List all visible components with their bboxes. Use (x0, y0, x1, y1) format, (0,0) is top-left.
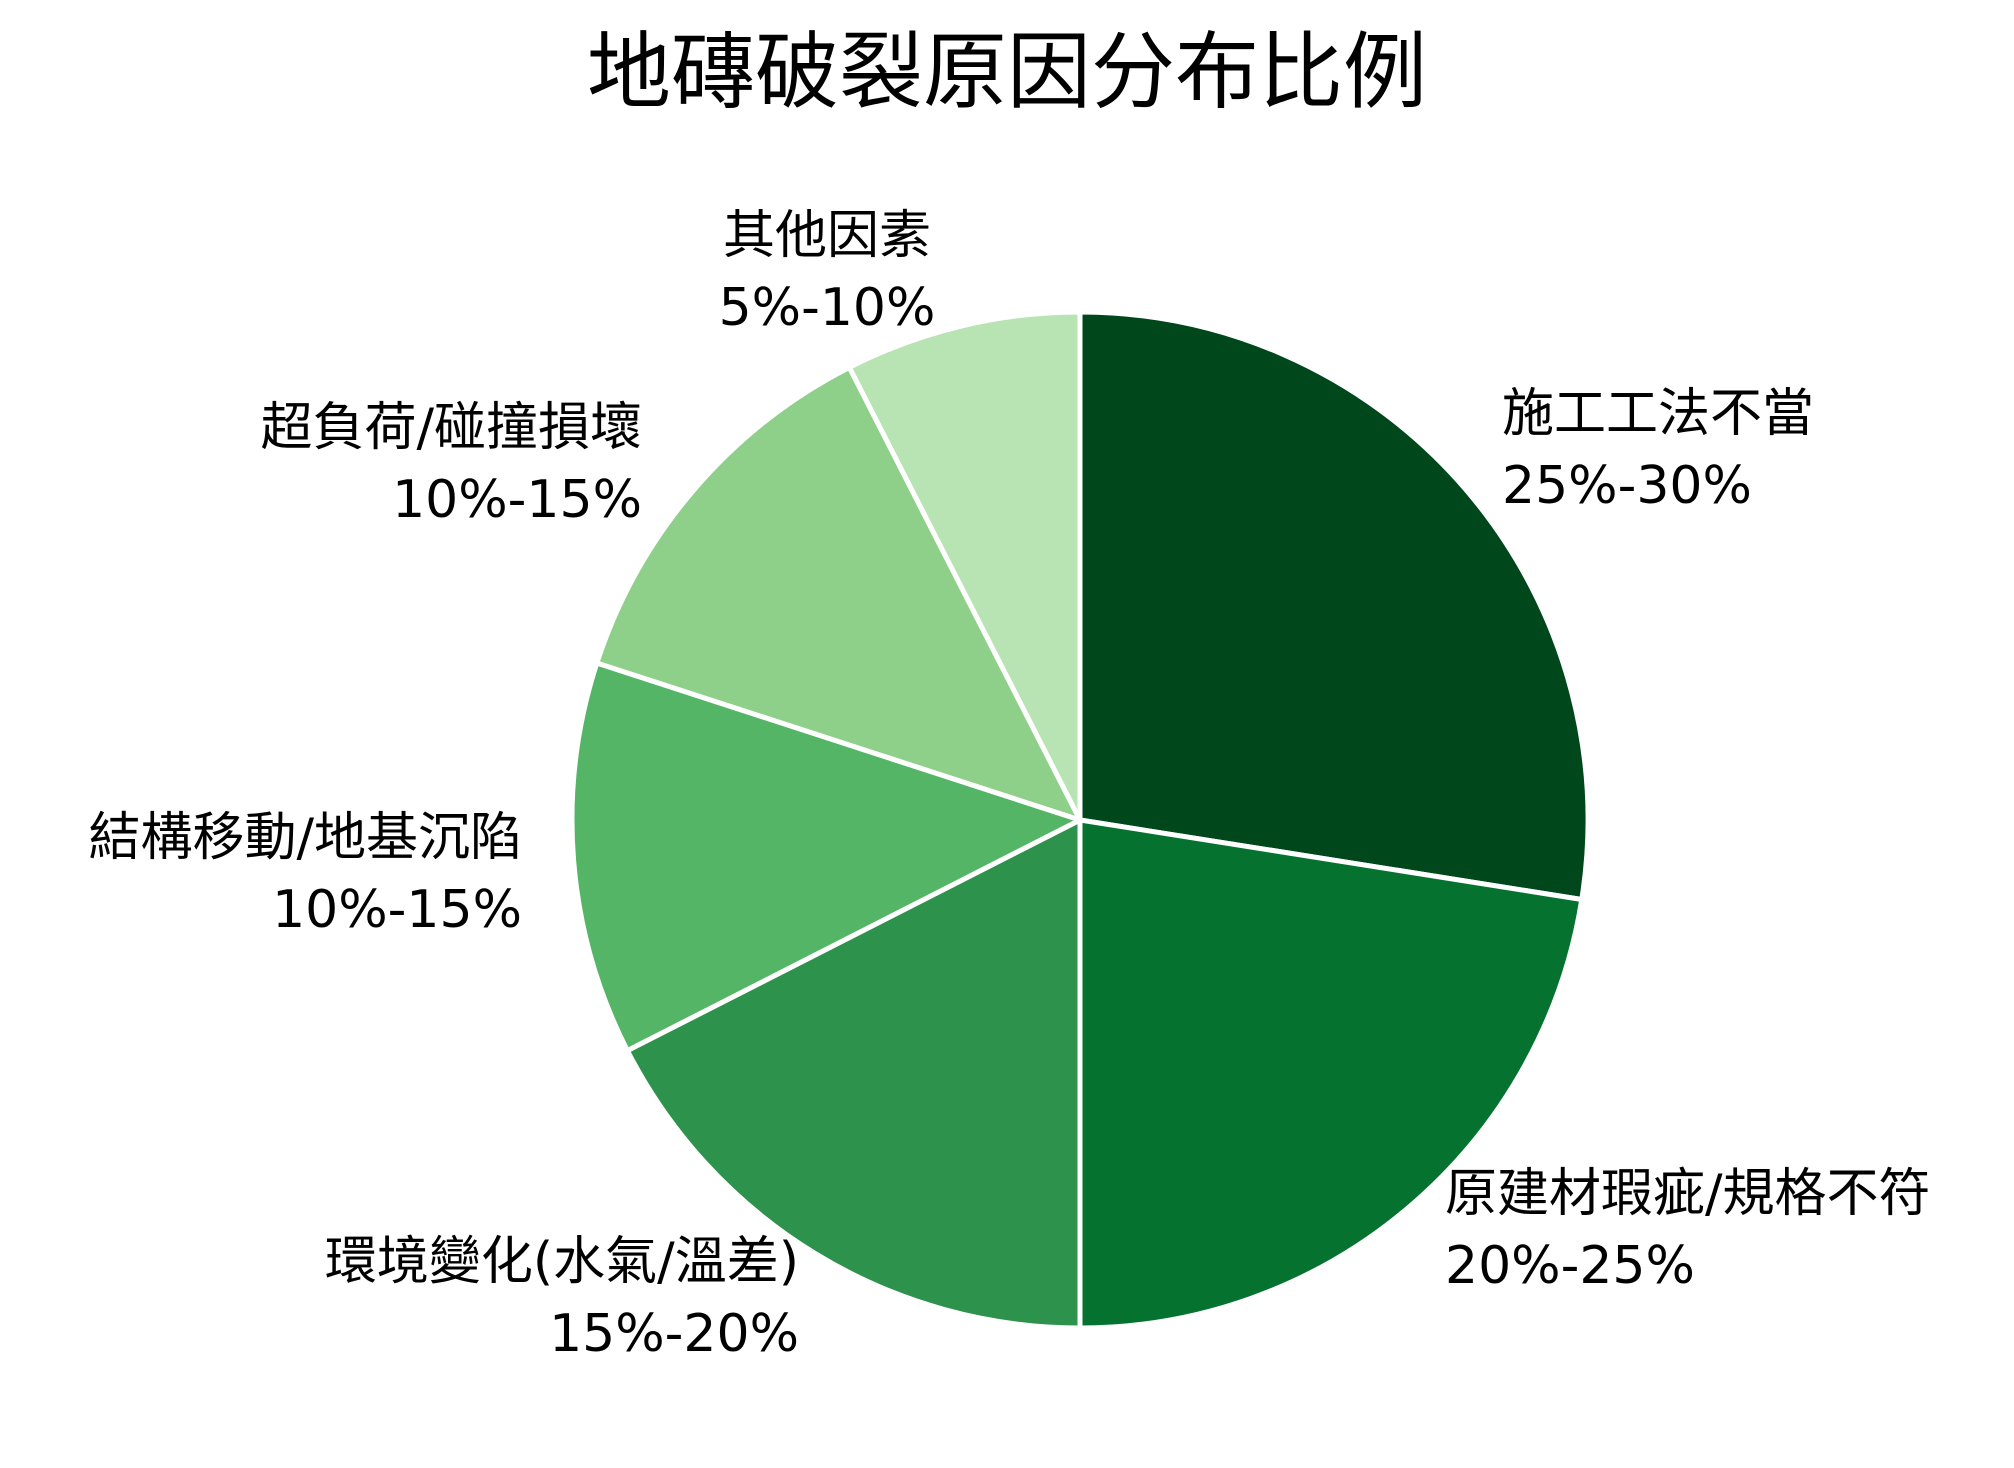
slice-label-structural-movement: 結構移動/地基沉陷 10%-15% (88, 802, 522, 946)
slice-label-range: 10%-15% (272, 880, 522, 940)
slice-label-range: 20%-25% (1445, 1236, 1695, 1296)
slice-other (846, 309, 1083, 823)
slice-label-name: 原建材瑕疵/規格不符 (1445, 1164, 1931, 1224)
slice-label-range: 5%-10% (718, 278, 936, 338)
slice-material-defect (1077, 817, 1585, 1331)
slice-label-overload-impact: 超負荷/碰撞損壞 10%-15% (260, 392, 642, 536)
slice-label-name: 超負荷/碰撞損壞 (260, 398, 642, 458)
slice-label-range: 10%-15% (392, 470, 642, 530)
slice-label-range: 25%-30% (1502, 456, 1752, 516)
slice-label-construction-method: 施工工法不當 25%-30% (1502, 378, 1814, 522)
slice-label-range: 15%-20% (549, 1304, 799, 1364)
slice-label-name: 施工工法不當 (1502, 384, 1815, 444)
slice-structural-movement (569, 660, 1083, 1054)
slice-label-environment: 環境變化(水氣/溫差) 15%-20% (325, 1226, 799, 1370)
slice-label-name: 環境變化(水氣/溫差) (324, 1232, 799, 1292)
slice-label-other: 其他因素 5%-10% (702, 200, 952, 344)
chart-title: 地磚破裂原因分布比例 (586, 23, 1427, 121)
slice-label-name: 其他因素 (722, 206, 931, 266)
slice-overload-impact (594, 364, 1083, 823)
slice-construction-method (1077, 309, 1591, 902)
slice-label-name: 結構移動/地基沉陷 (88, 808, 522, 868)
slice-label-material-defect: 原建材瑕疵/規格不符 20%-25% (1445, 1158, 1931, 1302)
slice-environment (624, 817, 1083, 1331)
